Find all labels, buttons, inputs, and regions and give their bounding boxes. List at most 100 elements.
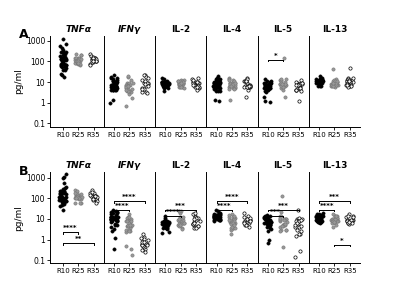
- Point: [216, 211, 223, 216]
- Point: [139, 86, 146, 90]
- Point: [60, 190, 67, 194]
- Point: [126, 89, 133, 94]
- Point: [344, 79, 350, 83]
- Point: [331, 219, 337, 224]
- Point: [191, 217, 197, 221]
- Point: [125, 88, 131, 93]
- Point: [214, 82, 220, 86]
- Point: [313, 81, 319, 86]
- Point: [74, 58, 80, 63]
- Point: [282, 217, 288, 221]
- Point: [166, 229, 172, 234]
- Point: [93, 201, 100, 205]
- Point: [124, 223, 131, 228]
- Point: [139, 242, 145, 247]
- Point: [162, 214, 168, 218]
- Point: [140, 236, 147, 241]
- Point: [314, 80, 320, 85]
- Point: [125, 86, 132, 91]
- Point: [176, 223, 182, 227]
- Point: [279, 83, 285, 87]
- Point: [76, 56, 82, 61]
- Point: [63, 58, 69, 63]
- Point: [264, 221, 270, 226]
- Point: [181, 86, 187, 91]
- Point: [244, 219, 250, 223]
- Point: [282, 79, 288, 84]
- Point: [190, 80, 196, 85]
- Point: [316, 218, 323, 223]
- Point: [263, 220, 270, 224]
- Point: [62, 62, 69, 67]
- Point: [212, 86, 219, 90]
- Point: [263, 89, 270, 94]
- Point: [93, 197, 100, 201]
- Point: [332, 213, 339, 218]
- Point: [176, 81, 182, 86]
- Point: [166, 81, 172, 85]
- Point: [78, 201, 84, 206]
- Point: [190, 80, 196, 85]
- Point: [215, 215, 222, 219]
- Point: [267, 86, 274, 91]
- Point: [91, 58, 97, 62]
- Point: [112, 217, 119, 222]
- Point: [60, 190, 66, 194]
- Point: [111, 72, 117, 77]
- Point: [164, 86, 171, 91]
- Point: [176, 217, 182, 222]
- Point: [279, 194, 286, 199]
- Point: [110, 77, 116, 81]
- Point: [348, 218, 354, 223]
- Point: [192, 82, 199, 87]
- Point: [210, 84, 217, 89]
- Point: [227, 98, 234, 103]
- Point: [317, 79, 323, 83]
- Point: [178, 226, 185, 230]
- Point: [142, 246, 148, 251]
- Point: [59, 46, 65, 50]
- Point: [190, 83, 196, 87]
- Point: [60, 176, 66, 180]
- Point: [330, 82, 336, 87]
- Point: [190, 212, 196, 216]
- Point: [162, 80, 168, 84]
- Point: [129, 96, 136, 100]
- Point: [110, 88, 116, 92]
- Point: [265, 240, 272, 245]
- Point: [138, 236, 144, 241]
- Point: [266, 219, 273, 223]
- Point: [315, 214, 322, 219]
- Point: [247, 85, 254, 90]
- Point: [60, 58, 66, 63]
- Text: IL-5: IL-5: [274, 25, 293, 34]
- Point: [180, 215, 186, 219]
- Point: [241, 219, 247, 224]
- Point: [124, 224, 130, 229]
- Point: [191, 225, 197, 230]
- Point: [213, 214, 219, 219]
- Point: [319, 211, 326, 216]
- Point: [348, 218, 355, 223]
- Point: [61, 50, 67, 55]
- Point: [215, 214, 222, 219]
- Point: [58, 57, 64, 61]
- Point: [317, 82, 324, 86]
- Point: [330, 84, 336, 89]
- Point: [332, 218, 338, 222]
- Point: [264, 216, 270, 221]
- Point: [228, 212, 235, 217]
- Point: [212, 213, 219, 218]
- Point: [346, 220, 352, 224]
- Point: [74, 195, 81, 200]
- Point: [176, 209, 182, 213]
- Point: [214, 214, 220, 219]
- Point: [298, 224, 305, 229]
- Point: [293, 219, 300, 224]
- Point: [125, 215, 132, 219]
- Point: [141, 235, 147, 240]
- Point: [108, 217, 114, 221]
- Point: [215, 216, 222, 221]
- Point: [332, 83, 339, 87]
- Text: TNFα: TNFα: [65, 162, 91, 170]
